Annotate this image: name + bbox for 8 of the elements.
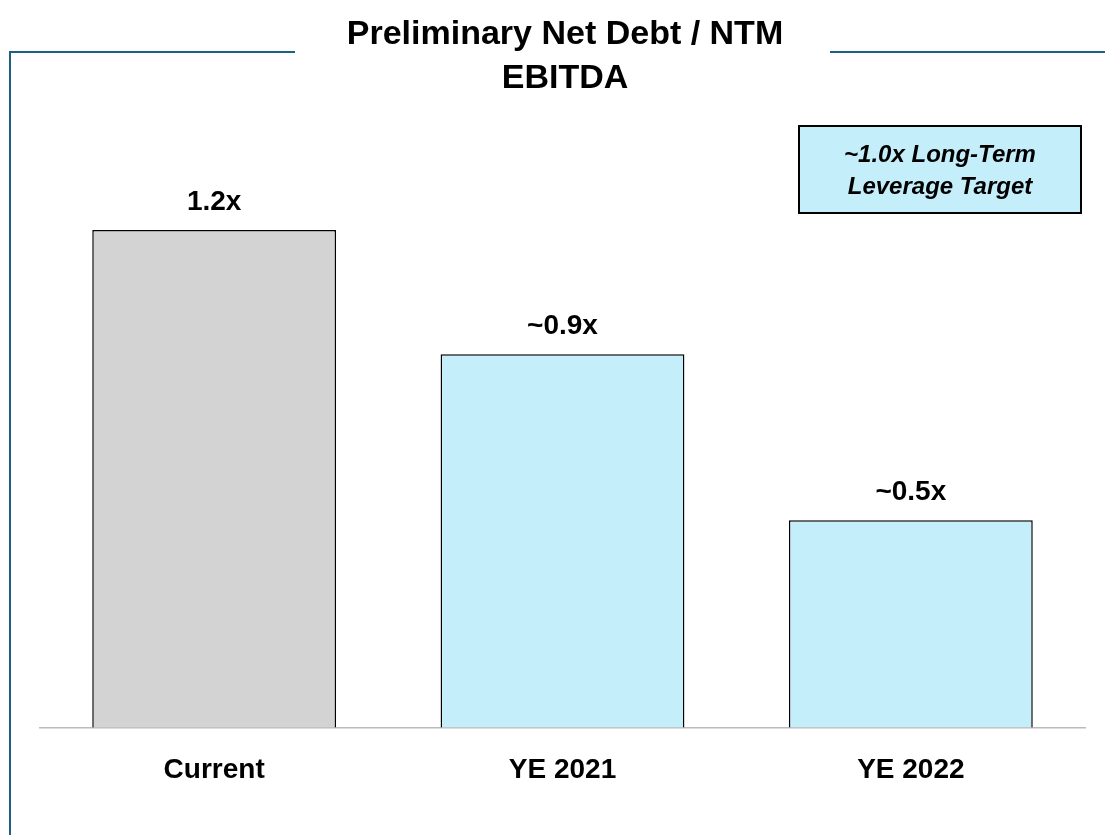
data-label: ~0.9x bbox=[527, 309, 599, 341]
data-label: ~0.5x bbox=[875, 474, 947, 506]
x-tick-label: Current bbox=[163, 752, 265, 784]
x-tick-label: YE 2022 bbox=[857, 752, 965, 784]
text: ~1.0x Long-Term Leverage Target bbox=[798, 125, 1082, 214]
data-label: 1.2x bbox=[186, 184, 242, 216]
x-tick-label: YE 2021 bbox=[508, 752, 617, 784]
chart-title: Preliminary Net Debt / NTM EBITDA bbox=[345, 12, 785, 97]
